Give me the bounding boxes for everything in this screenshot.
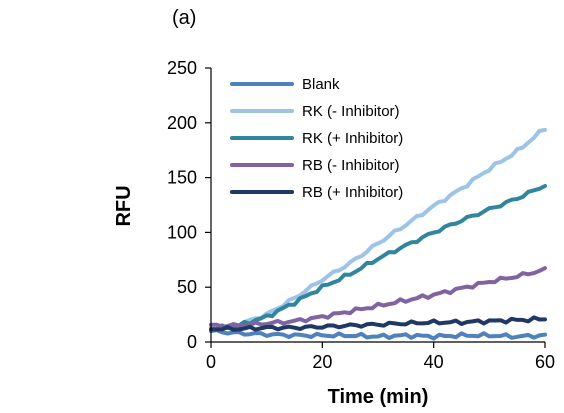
x-tick-label: 60: [535, 352, 555, 372]
legend-label-1: RK (- Inhibitor): [302, 103, 400, 120]
y-axis: 0 50 100 150 200 250: [167, 58, 212, 352]
y-axis-title: RFU: [113, 185, 135, 226]
y-tick-label: 250: [167, 58, 197, 78]
x-axis: 0 20 40 60: [206, 341, 555, 372]
legend: Blank RK (- Inhibitor) RK (+ Inhibitor) RB …: [230, 76, 403, 201]
legend-label-4: RB (+ Inhibitor): [302, 184, 403, 201]
legend-label-0: Blank: [302, 76, 340, 93]
x-tick-label: 20: [312, 352, 332, 372]
y-tick-label: 200: [167, 113, 197, 133]
series-line-2: [209, 184, 547, 332]
legend-label-3: RB (- Inhibitor): [302, 157, 400, 174]
x-tick-label: 0: [206, 352, 216, 372]
y-tick-label: 100: [167, 222, 197, 242]
x-tick-label: 40: [424, 352, 444, 372]
y-tick-label: 150: [167, 168, 197, 188]
plot-area: [209, 127, 547, 341]
legend-label-2: RK (+ Inhibitor): [302, 130, 403, 147]
x-axis-title: Time (min): [328, 386, 429, 408]
series-line-4: [209, 315, 547, 332]
y-tick-label: 0: [187, 332, 197, 352]
panel-label: (a): [172, 7, 196, 29]
y-tick-label: 50: [177, 277, 197, 297]
series-line-3: [209, 266, 547, 329]
series-line-0: [209, 328, 547, 341]
